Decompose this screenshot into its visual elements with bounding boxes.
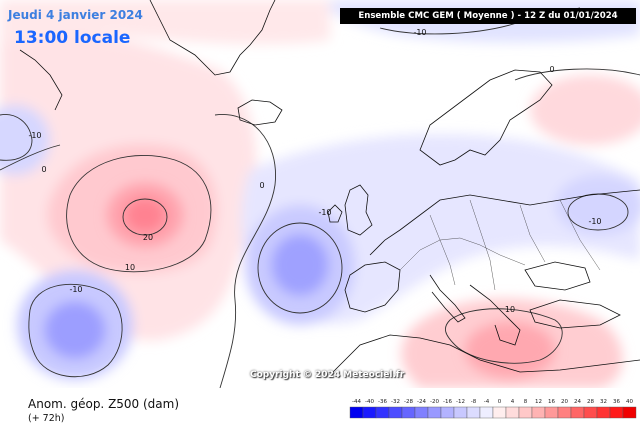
scale-tick-label: -4	[484, 399, 490, 405]
scale-tick-label: 12	[535, 399, 542, 405]
scale-tick-label: 20	[561, 399, 568, 405]
coast-iceland	[237, 99, 283, 126]
scale-swatch	[427, 406, 442, 419]
contour-labels: -10 -10 0 20 10 0 -10 -10 -10 0 10	[28, 28, 601, 314]
map-legend-title: Anom. géop. Z500 (dam)	[28, 397, 180, 411]
color-scale: -44 -40 -36 -32 -28 -24 -20 -16 -12 -8 -4 0 4 8 12 16 20…	[349, 399, 637, 419]
scale-swatch	[531, 406, 546, 419]
scale-tick-label: -40	[365, 399, 374, 405]
anomaly-cores	[45, 183, 555, 378]
contour-label: 0	[549, 65, 554, 74]
coastlines	[19, 0, 640, 376]
scale-tick-label: 32	[600, 399, 607, 405]
scale-swatch	[375, 406, 390, 419]
scale-swatch	[518, 406, 533, 419]
contour-label: -10	[69, 285, 82, 294]
contour-label: 10	[505, 305, 515, 314]
scale-tick-label: 40	[626, 399, 633, 405]
scale-swatch	[492, 406, 507, 419]
scale-tick-label: -36	[378, 399, 387, 405]
coast-turkey	[529, 299, 621, 329]
coast-iberia	[344, 261, 401, 313]
scale-swatch	[596, 406, 611, 419]
scale-tick-label: -8	[471, 399, 477, 405]
scale-tick-label: 24	[574, 399, 581, 405]
scale-tick-label: -16	[443, 399, 452, 405]
contour-label: 20	[143, 233, 153, 242]
scale-tick-label: -28	[404, 399, 413, 405]
coast-north-africa	[329, 334, 640, 376]
coast-britain	[344, 184, 373, 236]
coast-black-sea	[524, 261, 591, 291]
scale-swatch	[622, 406, 637, 419]
copyright-notice: Copyright © 2024 Meteociel.fr	[250, 370, 405, 380]
scale-swatch	[479, 406, 494, 419]
contour-label: 0	[41, 165, 46, 174]
scale-tick-label: 36	[613, 399, 620, 405]
forecast-lead-time: (+ 72h)	[28, 413, 65, 424]
model-banner: Ensemble CMC GEM ( Moyenne ) - 12 Z du 0…	[340, 8, 636, 24]
scale-swatch	[505, 406, 520, 419]
coast-ireland	[327, 204, 343, 223]
scale-swatch	[388, 406, 403, 419]
scale-swatch	[570, 406, 585, 419]
scale-tick-label: -12	[456, 399, 465, 405]
scale-tick-label: 0	[498, 399, 502, 405]
contour-label: -10	[588, 217, 601, 226]
forecast-date: Jeudi 4 janvier 2024	[8, 8, 143, 22]
coast-north-europe	[369, 189, 640, 256]
scale-swatch	[440, 406, 455, 419]
scale-swatch	[583, 406, 598, 419]
scale-swatch	[466, 406, 481, 419]
scale-swatch	[349, 406, 364, 419]
contour-label: -10	[28, 131, 41, 140]
scale-tick-label: 16	[548, 399, 555, 405]
scale-tick-label: 4	[511, 399, 515, 405]
scale-swatch	[544, 406, 559, 419]
scale-tick-label: 8	[524, 399, 528, 405]
scale-tick-label: 28	[587, 399, 594, 405]
contour-label: -10	[318, 208, 331, 217]
scale-tick-label: -20	[430, 399, 439, 405]
scale-swatch	[609, 406, 624, 419]
scale-swatch	[557, 406, 572, 419]
scale-tick-label: -24	[417, 399, 426, 405]
scale-swatch	[414, 406, 429, 419]
coast-italy	[429, 274, 466, 323]
scale-tick-label: -32	[391, 399, 400, 405]
contour-label: 10	[125, 263, 135, 272]
country-borders	[399, 199, 601, 291]
scale-swatch	[453, 406, 468, 419]
scale-swatch	[362, 406, 377, 419]
coast-canada	[19, 49, 63, 111]
z500-anomaly-map: -10 -10 0 20 10 0 -10 -10 -10 0 10	[0, 0, 640, 388]
forecast-time: 13:00 locale	[14, 28, 131, 48]
scale-tick-label: -44	[352, 399, 361, 405]
coast-scandinavia	[419, 69, 553, 166]
contour-label: -10	[413, 28, 426, 37]
scale-swatch	[401, 406, 416, 419]
contour-label: 0	[259, 181, 264, 190]
coast-balkans	[469, 284, 521, 346]
coast-greenland	[149, 0, 276, 76]
